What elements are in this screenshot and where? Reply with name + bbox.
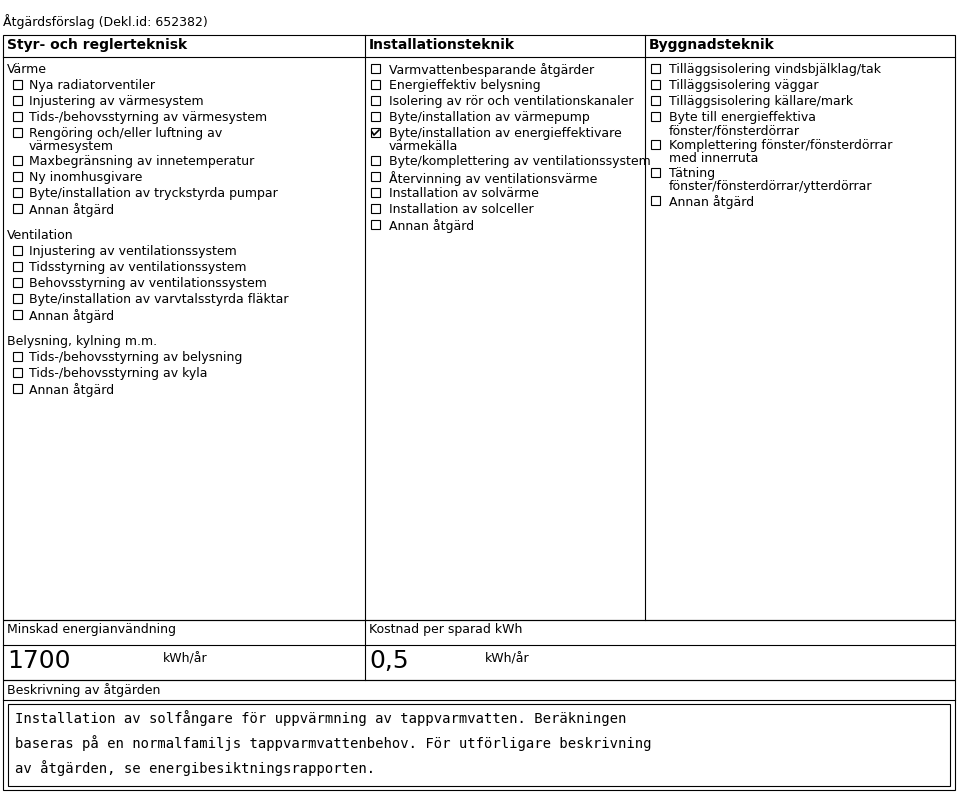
Bar bbox=[3, 620, 955, 680]
Text: Värme: Värme bbox=[7, 63, 47, 76]
Bar bbox=[371, 204, 380, 213]
Text: Tilläggsisolering källare/mark: Tilläggsisolering källare/mark bbox=[669, 95, 853, 108]
Bar bbox=[371, 128, 380, 137]
Text: Annan åtgärd: Annan åtgärd bbox=[29, 309, 114, 323]
Bar bbox=[13, 310, 22, 319]
Bar bbox=[651, 168, 660, 177]
Text: Byte/installation av energieffektivare: Byte/installation av energieffektivare bbox=[389, 127, 622, 140]
Bar bbox=[13, 368, 22, 377]
Text: Tids-/behovsstyrning av kyla: Tids-/behovsstyrning av kyla bbox=[29, 367, 207, 380]
Bar bbox=[651, 140, 660, 149]
Text: Byte/komplettering av ventilationssystem: Byte/komplettering av ventilationssystem bbox=[389, 155, 651, 168]
Text: Tids-/behovsstyrning av värmesystem: Tids-/behovsstyrning av värmesystem bbox=[29, 111, 267, 124]
Bar bbox=[13, 112, 22, 121]
Bar bbox=[371, 172, 380, 181]
Text: Beskrivning av åtgärden: Beskrivning av åtgärden bbox=[7, 683, 160, 697]
Bar bbox=[13, 128, 22, 137]
Text: Tids-/behovsstyrning av belysning: Tids-/behovsstyrning av belysning bbox=[29, 351, 242, 364]
Bar bbox=[13, 188, 22, 197]
Text: Minskad energianvändning: Minskad energianvändning bbox=[7, 623, 176, 636]
Bar bbox=[13, 156, 22, 165]
Bar bbox=[651, 112, 660, 121]
Text: värmekälla: värmekälla bbox=[389, 140, 458, 153]
Text: Komplettering fönster/fönsterdörrar: Komplettering fönster/fönsterdörrar bbox=[669, 139, 893, 152]
Text: kWh/år: kWh/år bbox=[485, 653, 530, 666]
Bar bbox=[13, 80, 22, 89]
Bar bbox=[13, 246, 22, 255]
Text: Styr- och reglerteknisk: Styr- och reglerteknisk bbox=[7, 38, 187, 52]
Text: Annan åtgärd: Annan åtgärd bbox=[389, 219, 474, 233]
Text: värmesystem: värmesystem bbox=[29, 140, 114, 153]
Text: Belysning, kylning m.m.: Belysning, kylning m.m. bbox=[7, 335, 157, 348]
Text: 0,5: 0,5 bbox=[369, 649, 409, 673]
Bar bbox=[13, 172, 22, 181]
Text: Energieffektiv belysning: Energieffektiv belysning bbox=[389, 79, 540, 92]
Text: Återvinning av ventilationsvärme: Återvinning av ventilationsvärme bbox=[389, 171, 597, 186]
Text: Annan åtgärd: Annan åtgärd bbox=[29, 383, 114, 397]
Bar bbox=[3, 680, 955, 790]
Bar bbox=[13, 384, 22, 393]
Bar bbox=[371, 96, 380, 105]
Text: Ny inomhusgivare: Ny inomhusgivare bbox=[29, 171, 142, 184]
Text: Byggnadsteknik: Byggnadsteknik bbox=[649, 38, 775, 52]
Text: Annan åtgärd: Annan åtgärd bbox=[669, 195, 755, 209]
Text: Byte/installation av tryckstyrda pumpar: Byte/installation av tryckstyrda pumpar bbox=[29, 187, 277, 200]
Bar bbox=[371, 64, 380, 73]
Bar bbox=[651, 96, 660, 105]
Text: Installation av solvärme: Installation av solvärme bbox=[389, 187, 539, 200]
Bar bbox=[13, 278, 22, 287]
Text: Tidsstyrning av ventilationssystem: Tidsstyrning av ventilationssystem bbox=[29, 261, 247, 274]
Text: Installation av solfångare för uppvärmning av tappvarmvatten. Beräkningen
basera: Installation av solfångare för uppvärmni… bbox=[15, 710, 652, 776]
Bar bbox=[13, 294, 22, 303]
Bar bbox=[8, 704, 950, 786]
Text: Injustering av ventilationssystem: Injustering av ventilationssystem bbox=[29, 245, 237, 258]
Text: Behovsstyrning av ventilationssystem: Behovsstyrning av ventilationssystem bbox=[29, 277, 267, 290]
Bar bbox=[371, 80, 380, 89]
Text: Ventilation: Ventilation bbox=[7, 229, 74, 242]
Text: Isolering av rör och ventilationskanaler: Isolering av rör och ventilationskanaler bbox=[389, 95, 634, 108]
Text: kWh/år: kWh/år bbox=[163, 653, 207, 666]
Text: Nya radiatorventiler: Nya radiatorventiler bbox=[29, 79, 155, 92]
Text: Tilläggsisolering väggar: Tilläggsisolering väggar bbox=[669, 79, 819, 92]
Text: Tilläggsisolering vindsbjälklag/tak: Tilläggsisolering vindsbjälklag/tak bbox=[669, 63, 881, 76]
Bar bbox=[13, 352, 22, 361]
Text: Åtgärdsförslag (Dekl.id: 652382): Åtgärdsförslag (Dekl.id: 652382) bbox=[3, 14, 207, 29]
Text: Annan åtgärd: Annan åtgärd bbox=[29, 203, 114, 217]
Text: Installationsteknik: Installationsteknik bbox=[369, 38, 515, 52]
Bar bbox=[371, 112, 380, 121]
Bar bbox=[651, 196, 660, 205]
Text: Injustering av värmesystem: Injustering av värmesystem bbox=[29, 95, 204, 108]
Bar bbox=[371, 188, 380, 197]
Bar bbox=[371, 156, 380, 165]
Text: Tätning: Tätning bbox=[669, 167, 715, 180]
Text: 1700: 1700 bbox=[7, 649, 70, 673]
Bar bbox=[651, 64, 660, 73]
Bar bbox=[651, 80, 660, 89]
Bar bbox=[3, 35, 955, 620]
Text: Varmvattenbesparande åtgärder: Varmvattenbesparande åtgärder bbox=[389, 63, 594, 77]
Text: Kostnad per sparad kWh: Kostnad per sparad kWh bbox=[369, 623, 522, 636]
Text: Byte/installation av varvtalsstyrda fläktar: Byte/installation av varvtalsstyrda fläk… bbox=[29, 293, 289, 306]
Text: Rengöring och/eller luftning av: Rengöring och/eller luftning av bbox=[29, 127, 223, 140]
Text: Byte till energieffektiva: Byte till energieffektiva bbox=[669, 111, 816, 124]
Text: Maxbegränsning av innetemperatur: Maxbegränsning av innetemperatur bbox=[29, 155, 254, 168]
Text: Installation av solceller: Installation av solceller bbox=[389, 203, 534, 216]
Text: med innerruta: med innerruta bbox=[669, 152, 758, 165]
Bar bbox=[13, 204, 22, 213]
Text: Byte/installation av värmepump: Byte/installation av värmepump bbox=[389, 111, 589, 124]
Bar bbox=[371, 220, 380, 229]
Bar bbox=[13, 262, 22, 271]
Bar bbox=[13, 96, 22, 105]
Text: fönster/fönsterdörrar: fönster/fönsterdörrar bbox=[669, 124, 800, 137]
Text: fönster/fönsterdörrar/ytterdörrar: fönster/fönsterdörrar/ytterdörrar bbox=[669, 180, 873, 193]
